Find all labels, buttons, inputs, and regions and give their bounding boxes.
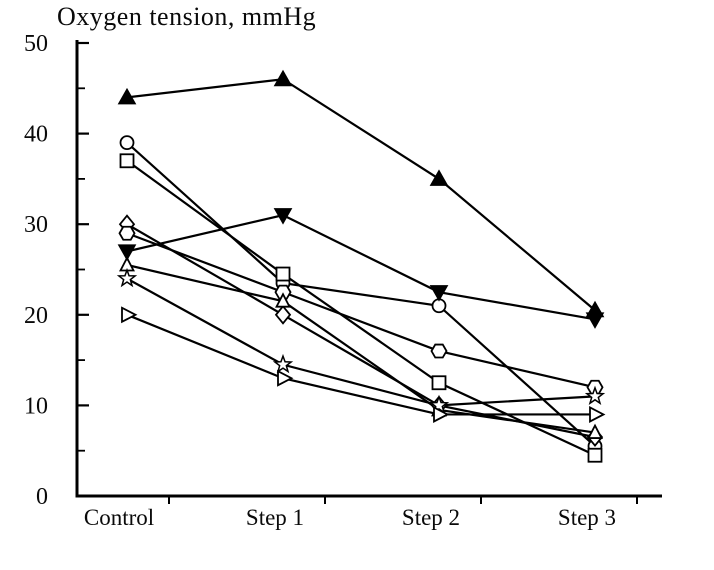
marker-triangle-down-filled (429, 285, 449, 302)
series-line-star-open (126, 277, 596, 407)
marker-square-open (119, 153, 135, 169)
y-tick-label: 40 (24, 122, 48, 148)
marker-triangle-down-filled (585, 312, 605, 329)
y-tick-label: 0 (36, 484, 48, 510)
series-line-triangle-up-open (126, 263, 596, 434)
series-line-triangle-up-filled (126, 78, 596, 312)
marker-triangle-up-open (275, 292, 291, 308)
marker-star-open (272, 353, 294, 374)
marker-hexagon-open (274, 284, 292, 300)
marker-square-open (431, 375, 447, 391)
x-category-label: Step 2 (402, 505, 460, 530)
series-line-hexagon-open (126, 232, 596, 389)
marker-hexagon-open (118, 225, 136, 241)
marker-triangle-right-open (433, 405, 450, 423)
marker-circle-open (119, 135, 135, 151)
marker-star-open (428, 394, 450, 415)
series-line-triangle-down-filled (126, 213, 596, 321)
series-line-circle-open (126, 141, 596, 447)
marker-triangle-down-filled (117, 244, 137, 261)
marker-star-open (584, 385, 606, 405)
marker-diamond-open (274, 304, 292, 325)
y-tick-label: 50 (24, 31, 48, 57)
marker-triangle-right-open (121, 306, 138, 324)
marker-star-open (116, 267, 138, 288)
marker-triangle-down-filled (273, 208, 293, 225)
marker-square-open (587, 447, 603, 463)
series-line-diamond-open (126, 223, 596, 439)
marker-triangle-up-open (587, 423, 603, 439)
marker-triangle-right-open (589, 405, 606, 423)
marker-triangle-right-open (277, 369, 294, 387)
marker-square-open (275, 266, 291, 282)
x-category-label: Control (84, 505, 154, 530)
marker-triangle-up-filled (117, 87, 137, 105)
y-tick-label: 30 (24, 212, 48, 238)
chart-title: Oxygen tension, mmHg (57, 2, 317, 31)
x-category-label: Step 1 (246, 505, 304, 530)
x-category-label: Step 3 (558, 505, 616, 530)
y-tick-label: 10 (24, 393, 48, 419)
marker-triangle-up-filled (429, 169, 449, 186)
marker-triangle-up-filled (273, 69, 293, 87)
series-line-triangle-right-open (126, 313, 595, 416)
series-line-square-open (126, 159, 596, 457)
y-tick-label: 20 (24, 303, 48, 329)
marker-hexagon-open (430, 343, 448, 359)
